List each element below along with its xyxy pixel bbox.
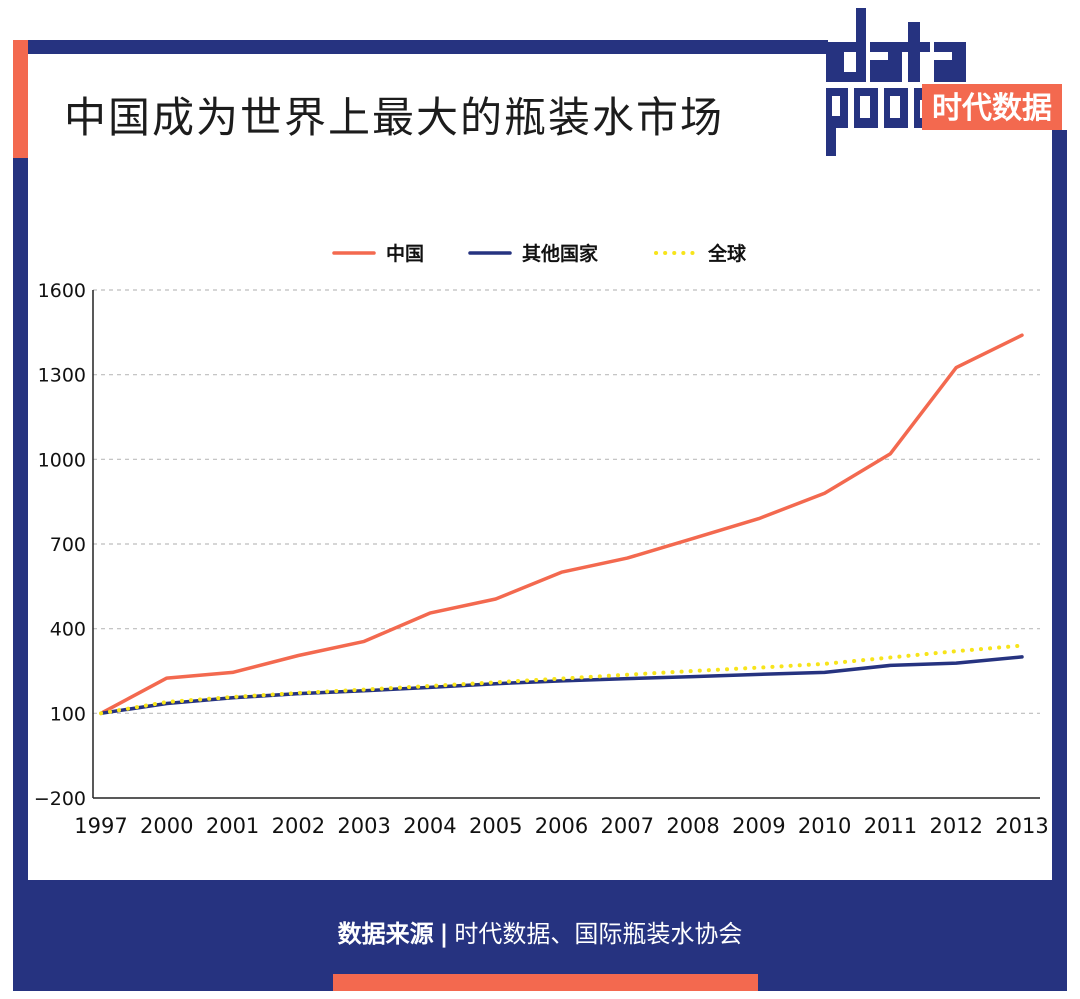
left-accent-bar	[13, 40, 28, 158]
x-tick-label: 2011	[864, 814, 917, 838]
y-tick-label: −200	[34, 788, 86, 810]
logo-tag-background	[922, 84, 1062, 130]
x-tick-label: 2004	[403, 814, 456, 838]
y-tick-label: 700	[50, 534, 86, 556]
logo-tagline: 时代数据	[932, 91, 1052, 126]
x-tick-label: 2005	[469, 814, 522, 838]
x-axis-ticks: 1997 2000 2001 2002 2003 2004 2005 2006 2007 2008…	[74, 814, 1048, 838]
x-tick-label: 2001	[206, 814, 259, 838]
x-tick-label: 2002	[272, 814, 325, 838]
x-tick-label: 1997	[74, 814, 127, 838]
x-tick-label: 2012	[929, 814, 982, 838]
y-tick-label: 100	[50, 703, 86, 725]
x-tick-label: 2006	[535, 814, 588, 838]
source-label: 数据来源	[337, 920, 434, 948]
y-tick-label: 400	[50, 619, 86, 641]
page-title: 中国成为世界上最大的瓶装水市场	[64, 93, 725, 142]
series-line-2	[99, 643, 1024, 716]
source-separator: |	[439, 920, 449, 948]
left-border-bar	[13, 158, 28, 880]
source-text: 时代数据、国际瓶装水协会	[454, 920, 743, 948]
chart-grid	[93, 289, 1040, 714]
x-tick-label: 2008	[666, 814, 719, 838]
legend-label: 全球	[707, 242, 747, 265]
source-note: 数据来源 | 时代数据、国际瓶装水协会	[0, 918, 1080, 950]
series-line-1	[99, 655, 1024, 716]
legend-label: 其他国家	[522, 242, 599, 265]
chart-legend: 中国 其他国家 全球	[332, 242, 747, 265]
chart-axes	[92, 290, 1040, 799]
top-border-bar	[28, 40, 828, 54]
brand-logo: 时代数据	[826, 8, 1062, 156]
y-tick-label: 1000	[38, 449, 86, 471]
x-tick-label: 2003	[337, 814, 390, 838]
legend-label: 中国	[386, 242, 424, 265]
footer-bar	[13, 880, 1067, 991]
x-tick-label: 2013	[995, 814, 1048, 838]
y-axis-ticks: −200 100 400 700 1000 1300 1600	[34, 280, 86, 810]
footer-accent-bar	[333, 974, 758, 991]
line-chart: −200 100 400 700 1000 1300 1600 1997 2000 2001 20…	[34, 242, 1049, 838]
x-tick-label: 2007	[601, 814, 654, 838]
x-tick-label: 2000	[140, 814, 193, 838]
y-tick-label: 1300	[38, 365, 86, 387]
x-tick-label: 2010	[798, 814, 851, 838]
series-line-0	[99, 333, 1024, 716]
chart-series	[99, 333, 1024, 716]
y-tick-label: 1600	[38, 280, 86, 302]
x-tick-label: 2009	[732, 814, 785, 838]
right-border-bar	[1052, 130, 1067, 880]
